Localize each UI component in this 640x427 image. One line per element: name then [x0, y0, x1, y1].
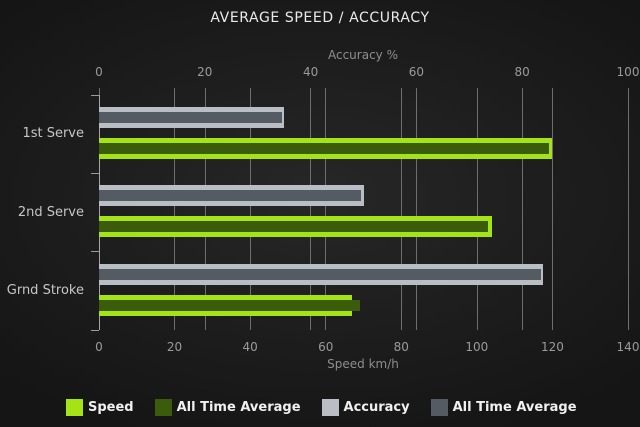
legend-item-all-time-average[interactable]: All Time Average — [430, 399, 577, 416]
gridline — [310, 88, 311, 330]
bottom-axis-tick-label: 120 — [540, 340, 564, 354]
bottom-axis-title: Speed km/h — [327, 357, 399, 371]
bottom-axis-tick-label: 0 — [95, 340, 103, 354]
bar-all-time-average — [99, 221, 489, 233]
top-axis-title: Accuracy % — [327, 48, 399, 62]
gridline — [249, 88, 251, 330]
legend-swatch — [154, 399, 172, 416]
gridline — [521, 88, 523, 330]
gridline — [416, 88, 417, 330]
category-label: 1st Serve — [22, 126, 84, 142]
legend-label: All Time Average — [176, 400, 301, 415]
legend-item-accuracy[interactable]: Accuracy — [321, 399, 410, 416]
gridline — [174, 88, 175, 330]
gridline — [401, 88, 402, 330]
top-axis-tick-label: 20 — [197, 65, 213, 79]
legend-swatch — [430, 399, 448, 416]
left-axis-line — [98, 95, 100, 330]
category-label: 2nd Serve — [17, 204, 84, 220]
bar-all-time-average — [99, 143, 549, 154]
category-boundary-tick — [91, 329, 99, 331]
legend-item-all-time-average[interactable]: All Time Average — [154, 399, 301, 416]
bar-all-time-average — [99, 190, 361, 202]
legend-swatch — [66, 399, 83, 416]
legend-label: Accuracy — [343, 400, 410, 415]
gridline — [627, 88, 629, 330]
top-axis-tick-label: 100 — [616, 65, 640, 79]
legend-item-speed[interactable]: Speed — [66, 399, 134, 416]
chart-title: AVERAGE SPEED / ACCURACY — [210, 10, 430, 26]
bottom-axis-tick-label: 60 — [318, 340, 334, 354]
bottom-axis-tick-label: 20 — [166, 340, 183, 354]
legend-label: All Time Average — [452, 400, 577, 415]
top-axis-tick-label: 40 — [302, 65, 319, 79]
legend: Speed All Time Average Accuracy All Time Av… — [66, 399, 577, 416]
top-axis-tick-label: 60 — [408, 65, 425, 79]
bar-all-time-average — [99, 299, 360, 311]
category-boundary-tick — [91, 94, 99, 96]
top-axis-tick-label: 0 — [95, 65, 103, 79]
category-boundary-tick — [91, 172, 99, 174]
top-axis-tick-label: 80 — [514, 65, 530, 79]
gridline — [476, 88, 478, 330]
bottom-axis-tick-label: 100 — [465, 340, 489, 354]
category-boundary-tick — [91, 251, 99, 253]
category-label: Grnd Stroke — [6, 282, 84, 298]
bottom-axis-tick-label: 140 — [616, 340, 640, 354]
bottom-axis-tick-label: 80 — [393, 340, 409, 354]
bar-all-time-average — [99, 112, 282, 123]
bar-all-time-average — [99, 268, 541, 280]
legend-label: Speed — [88, 400, 134, 415]
gridline — [552, 88, 553, 330]
bottom-axis-tick-label: 40 — [242, 340, 258, 354]
gridline — [204, 88, 206, 330]
legend-swatch — [321, 399, 339, 416]
gridline — [325, 88, 326, 330]
